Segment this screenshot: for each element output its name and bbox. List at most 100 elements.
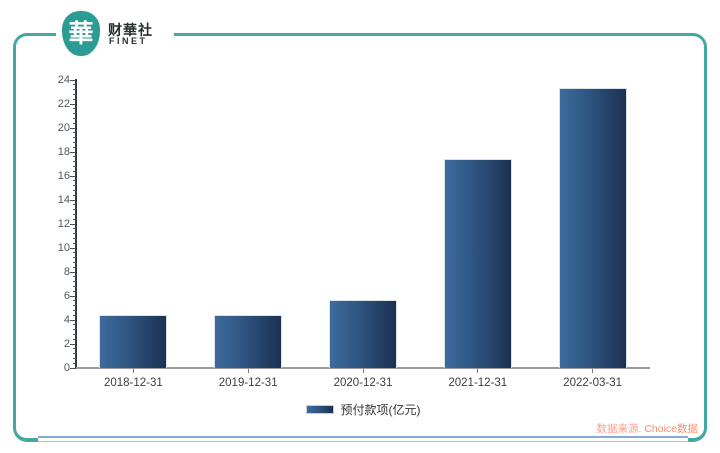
y-axis-label: 4 [63,313,70,326]
y-axis-label: 8 [63,265,70,278]
y-axis-label: 24 [57,73,70,86]
x-axis-label: 2020-12-31 [333,377,393,389]
y-axis-minor-tick [73,276,76,278]
y-axis-minor-tick [73,161,76,163]
y-axis-label: 10 [57,241,70,254]
y-axis-minor-tick [73,84,76,86]
y-axis-minor-tick [73,204,76,206]
y-axis-minor-tick [73,237,76,239]
legend-label: 预付款项(亿元) [340,403,421,417]
y-axis-minor-tick [73,338,76,340]
y-axis-minor-tick [73,266,76,268]
y-axis-label: 6 [63,289,70,302]
y-axis-major-tick [70,367,75,369]
y-axis-minor-tick [73,180,76,182]
y-axis-label: 22 [57,97,70,110]
x-axis-tick [132,369,134,373]
y-axis-minor-tick [73,242,76,244]
y-axis-minor-tick [73,113,76,115]
y-axis-minor-tick [73,257,76,259]
bottom-double-rule [38,436,688,442]
logo-symbol: 華 [68,19,94,48]
bar-2018-12-31[interactable] [99,315,168,368]
y-axis-minor-tick [73,324,76,326]
bar-2019-12-31[interactable] [214,315,283,368]
x-axis-label: 2022-03-31 [563,377,622,389]
y-axis-label: 16 [57,169,70,182]
y-axis-major-tick [70,271,75,273]
data-source-label: 数据来源: [596,423,642,435]
y-axis-major-tick [70,103,75,105]
y-axis-minor-tick [73,141,76,143]
y-axis-minor-tick [73,252,76,254]
x-axis-line [76,367,650,369]
y-axis-minor-tick [73,132,76,134]
y-axis-minor-tick [73,228,76,230]
bar-2020-12-31[interactable] [329,299,397,368]
y-axis-minor-tick [73,185,76,187]
legend-swatch [305,405,334,414]
x-axis-tick [592,369,594,373]
y-axis-minor-tick [73,353,76,355]
y-axis-label: 12 [57,217,70,230]
y-axis-major-tick [70,295,75,297]
y-axis-minor-tick [73,213,76,215]
y-axis-minor-tick [73,285,76,287]
y-axis-label: 0 [63,361,70,374]
x-axis-tick [247,369,249,373]
bar-2022-03-31[interactable] [558,88,627,368]
y-axis-minor-tick [73,93,76,95]
y-axis-major-tick [70,343,75,345]
y-axis-major-tick [70,199,75,201]
y-axis-minor-tick [73,333,76,335]
y-axis-label: 20 [57,121,70,134]
y-axis-minor-tick [73,165,76,167]
y-axis-minor-tick [73,290,76,292]
bar-2021-12-31[interactable] [443,159,512,368]
y-axis-minor-tick [73,89,76,91]
y-axis-minor-tick [73,281,76,283]
data-source-value: Choice数据 [644,423,698,435]
y-axis-minor-tick [73,305,76,307]
y-axis-major-tick [70,175,75,177]
y-axis-major-tick [70,319,75,321]
data-source-note: 数据来源: Choice数据 [596,421,698,436]
logo-company-sub: FINET [109,36,148,46]
y-axis-label: 14 [57,193,70,206]
x-axis-tick [362,369,364,373]
y-axis-minor-tick [73,98,76,100]
y-axis-minor-tick [73,146,76,148]
y-axis-minor-tick [73,357,76,359]
y-axis-minor-tick [73,261,76,263]
y-axis-minor-tick [73,122,76,124]
y-axis-minor-tick [73,209,76,211]
y-axis-minor-tick [73,314,76,316]
y-axis-minor-tick [73,170,76,172]
y-axis-minor-tick [73,218,76,220]
y-axis-major-tick [70,223,75,225]
y-axis-minor-tick [73,194,76,196]
y-axis-major-tick [70,127,75,129]
y-axis-minor-tick [73,300,76,302]
y-axis-minor-tick [73,137,76,139]
y-axis-minor-tick [73,309,76,311]
y-axis-minor-tick [73,348,76,350]
y-axis-minor-tick [73,362,76,364]
y-axis-minor-tick [73,108,76,110]
y-axis-line [75,79,77,369]
x-axis-tick [477,369,479,373]
y-axis-minor-tick [73,117,76,119]
y-axis-minor-tick [73,233,76,235]
legend[interactable]: 预付款项(亿元) [76,401,650,418]
finet-logo-icon: 華 [62,11,100,56]
x-axis-label: 2021-12-31 [448,377,508,389]
x-axis-label: 2019-12-31 [218,377,278,389]
y-axis-major-tick [70,79,75,81]
y-axis-minor-tick [73,156,76,158]
y-axis-major-tick [70,151,75,153]
y-axis-minor-tick [73,329,76,331]
y-axis-major-tick [70,247,75,249]
logo-company-name: 财華社 [108,22,153,38]
x-axis-label: 2018-12-31 [103,377,163,389]
